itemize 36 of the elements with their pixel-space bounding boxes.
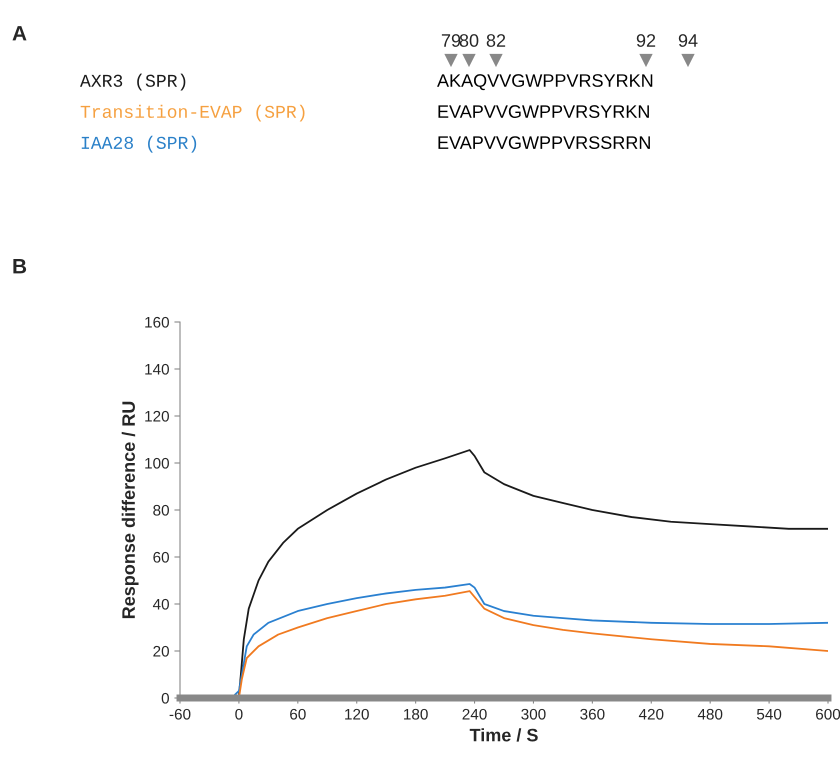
y-tick-label: 20 bbox=[153, 646, 169, 657]
y-tick-label: 40 bbox=[152, 598, 169, 610]
y-tick-label: 80 bbox=[153, 504, 169, 516]
chart-title: B bbox=[13, 259, 26, 274]
y-tick-label: 0 bbox=[162, 692, 169, 704]
x-tick-label: 360 bbox=[580, 708, 605, 720]
x-tick-label: 420 bbox=[638, 708, 664, 720]
x-tick-label: 540 bbox=[756, 708, 782, 720]
text: 92 bbox=[636, 34, 656, 47]
y-tick-label: 160 bbox=[145, 316, 169, 328]
x-tick-label: 60 bbox=[290, 708, 306, 720]
x-tick-label: 600 bbox=[816, 708, 840, 720]
text: A bbox=[12, 26, 26, 40]
x-tick-label: 480 bbox=[698, 708, 722, 720]
x-tick-label: 300 bbox=[521, 708, 546, 720]
x-tick-label: 120 bbox=[345, 708, 369, 720]
y-tick-label: 120 bbox=[145, 410, 169, 422]
x-tick-label: -60 bbox=[170, 708, 190, 720]
x-axis-title: Time / S bbox=[470, 728, 538, 742]
text: 79 bbox=[442, 34, 460, 47]
x-tick-label: 240 bbox=[462, 708, 487, 720]
y-tick-label: 100 bbox=[145, 458, 169, 469]
text: EVAPVVGWPPVRSSRRN bbox=[438, 136, 650, 149]
text: 82 bbox=[486, 34, 506, 47]
x-tick-label: 0 bbox=[235, 708, 243, 720]
text: 94 bbox=[678, 34, 698, 47]
y-tick-label: 140 bbox=[145, 364, 169, 375]
x-tick-label: 180 bbox=[404, 708, 428, 720]
category-label: AXR3 (SPR) bbox=[80, 74, 186, 91]
y-tick-label: 60 bbox=[153, 552, 169, 563]
category-label: IAA28 (SPR) bbox=[82, 136, 196, 153]
category-label: Transition-EVAP (SPR) bbox=[80, 104, 305, 122]
y-axis-title: Response difference / RU bbox=[122, 402, 139, 618]
text: 80 bbox=[460, 34, 478, 47]
text: AKAQVVGWPPVRSYRKN bbox=[437, 74, 652, 90]
text: EVAPVVGWPPVRSYRKN bbox=[438, 105, 649, 118]
